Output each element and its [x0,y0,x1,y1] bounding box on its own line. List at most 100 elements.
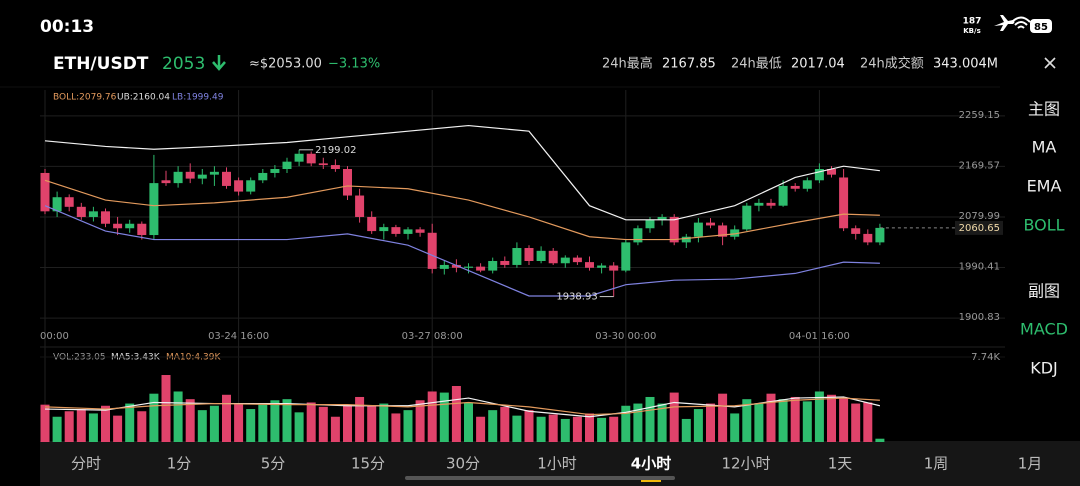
volume-ma-line [44,397,880,416]
candle-body [40,172,50,212]
candle-body [790,185,800,189]
volume-bar [827,394,836,442]
tab[interactable]: 1周 [924,455,949,473]
candle-body [500,260,510,265]
volume-bar [730,413,740,442]
volume-bar [814,391,824,442]
candle-body [476,266,486,271]
candle-body [633,228,643,243]
candle-body [427,232,437,269]
volume-bar [391,413,401,442]
volume-bar [657,403,667,442]
side-menu-item[interactable]: BOLL [1023,216,1064,235]
candle-body [415,229,425,233]
side-menu-item[interactable]: EMA [1027,177,1062,196]
volume-bar [343,404,352,442]
x-tick-label: 04-01 16:00 [789,331,850,342]
candle-body [282,161,292,170]
candle-body [597,265,607,268]
tab[interactable]: 5分 [261,455,286,473]
candle-body [851,228,861,234]
volume-bar [52,416,62,442]
candle-body [754,202,764,206]
tab[interactable]: 分时 [71,455,101,473]
tab[interactable]: 4小时 [631,455,671,473]
candle-body [343,169,352,196]
clock: 00:13 [40,17,94,37]
candle-body [355,195,365,217]
volume-bar [536,416,546,442]
candle-body [185,171,195,179]
candle-body [814,169,824,181]
tab[interactable]: 1天 [828,455,853,473]
candle-body [258,172,268,181]
stat-value: 2017.04 [791,57,845,72]
close-icon[interactable] [1044,57,1056,69]
volume-bar [560,418,570,442]
volume-bar [113,415,123,442]
candle-body [669,216,679,243]
volume-bar [270,400,280,442]
volume-bar [222,394,231,442]
candle-body [693,222,703,237]
volume-bar [633,403,643,442]
tab[interactable]: 15分 [351,455,385,473]
candle-body [149,183,159,236]
volume-bar [669,392,679,442]
tab[interactable]: 1分 [167,455,192,473]
candle-body [621,242,631,271]
tab[interactable]: 1月 [1018,455,1043,473]
volume-bar [488,410,498,442]
volume-bar [403,410,413,442]
candle-body [439,264,449,269]
candle-body [222,171,231,186]
tab[interactable]: 30分 [446,455,480,473]
down-arrow [212,55,226,71]
candle-body [234,180,244,192]
volume-bar [306,402,316,442]
candle-body [64,197,74,207]
candle-body [161,180,171,184]
side-menu-item[interactable]: MACD [1020,320,1068,339]
candle-body [379,227,389,232]
candle-body [718,225,728,237]
net-speed: 187 [963,17,982,27]
boll-legend: BOLL:2079.76 [53,93,117,103]
volume-bar [76,409,86,442]
side-menu-item[interactable]: 副图 [1028,282,1060,301]
x-tick-label: 03-30 00:00 [595,331,656,342]
candle-body [330,165,340,170]
candle-body [572,257,582,263]
battery-level: 85 [1034,22,1048,33]
tab[interactable]: 12小时 [721,455,770,473]
volume-bar [718,393,728,442]
candle-body [306,153,316,164]
side-menu-item[interactable]: MA [1032,138,1057,157]
candle-body [536,250,546,261]
volume-bar [839,398,849,442]
candle-body [367,216,377,232]
x-tick-label: 03-24 16:00 [208,331,269,342]
volume-bar [149,393,159,442]
volume-bar [863,402,873,442]
stat-value: 2167.85 [662,57,716,72]
candle-body [609,265,619,271]
side-menu-item[interactable]: KDJ [1030,359,1058,378]
candle-body [318,163,328,166]
x-tick-label: 03-27 08:00 [402,331,463,342]
tab[interactable]: 1小时 [537,455,577,473]
volume-bar [693,409,703,442]
candle-body [548,250,558,264]
volume-bar [367,405,377,442]
y-tick-label: 2259.15 [959,110,1000,121]
net-unit: KB/s [963,27,980,35]
boll-legend: UB:2160.04 [117,93,170,103]
volume-bar [875,438,885,442]
volume-bar [512,415,522,442]
volume-tick-label: 7.74K [971,352,1000,363]
pair[interactable]: ETH/USDT [53,54,149,74]
side-menu-item[interactable]: 主图 [1028,100,1060,119]
candle-body [875,227,885,243]
y-tick-label: 2169.57 [959,160,1000,171]
